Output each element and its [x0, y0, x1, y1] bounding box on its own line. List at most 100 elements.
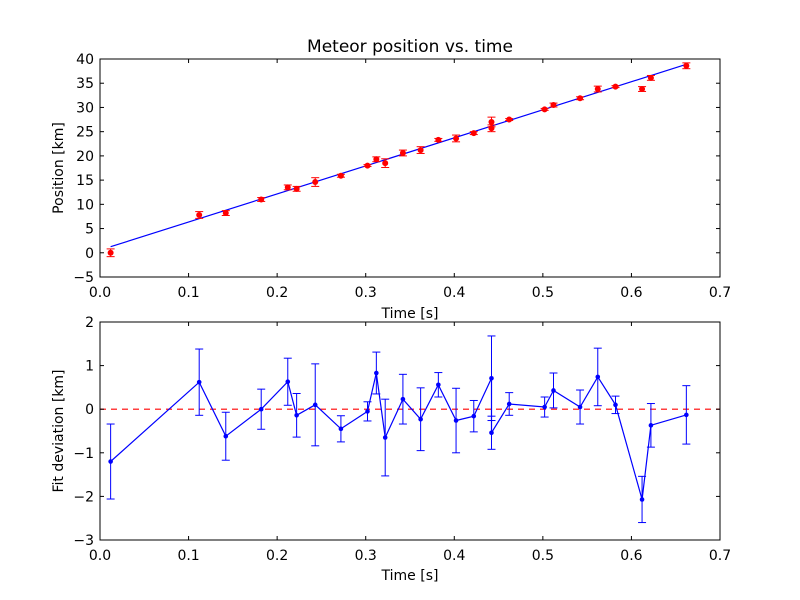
- position-data-point: [470, 130, 477, 137]
- position-x-tick-label: 0.6: [620, 285, 642, 301]
- deviation-data-point: [294, 413, 299, 418]
- position-data-point: [337, 172, 344, 179]
- fit-line: [110, 63, 687, 248]
- deviation-data-point: [542, 404, 547, 410]
- deviation-plot-frame: [99, 321, 721, 541]
- position-x-tick-label: 0.2: [266, 285, 288, 301]
- position-x-tick-label: 0.3: [355, 285, 377, 301]
- deviation-y-tick-label: −3: [73, 533, 94, 549]
- deviation-y-tick-label: −2: [73, 489, 94, 505]
- deviation-x-tick-label: 0.2: [266, 548, 288, 564]
- position-data-point: [550, 102, 557, 109]
- position-y-tick-label: 35: [76, 76, 94, 92]
- position-x-tick-label: 0.5: [532, 285, 554, 301]
- deviation-x-tick-label: 0.3: [355, 548, 377, 564]
- position-chart-title: Meteor position vs. time: [307, 37, 513, 57]
- deviation-chart: 0.0 0.1 0.2 0.3 0.4 0.5 0.6 0.7 −3 −2 −1 0 1 2 Time …: [51, 315, 731, 584]
- deviation-data-point: [196, 379, 202, 385]
- position-x-ticks: 0.0 0.1 0.2 0.3 0.4 0.5 0.6 0.7: [89, 59, 731, 301]
- deviation-data-point: [223, 433, 229, 439]
- deviation-y-tick-label: 2: [85, 315, 94, 331]
- position-x-tick-label: 0.4: [443, 285, 465, 301]
- deviation-data-point: [489, 375, 494, 381]
- position-data-point: [293, 185, 300, 192]
- deviation-data-point: [374, 370, 379, 376]
- deviation-data-point: [312, 402, 318, 408]
- position-data-point: [196, 211, 203, 218]
- position-y-tick-label: 5: [85, 222, 94, 238]
- position-data-point: [577, 95, 584, 102]
- deviation-data-point: [365, 409, 370, 414]
- position-y-tick-label: 20: [76, 149, 94, 165]
- deviation-data-point: [258, 406, 264, 412]
- deviation-data-point: [453, 418, 459, 423]
- position-y-tick-label: −5: [73, 270, 94, 286]
- position-data-point: [435, 136, 442, 143]
- position-data-point: [364, 162, 371, 169]
- position-data-point: [488, 118, 495, 125]
- position-data-point: [683, 62, 690, 69]
- deviation-x-tick-label: 0.5: [532, 548, 554, 564]
- deviation-data-point: [684, 412, 689, 418]
- deviation-y-tick-label: −1: [73, 446, 94, 462]
- position-data-point: [399, 149, 406, 156]
- position-data-point: [639, 86, 646, 93]
- deviation-y-tick-label: 0: [85, 402, 94, 418]
- deviation-data-point: [418, 416, 423, 422]
- position-x-tick-label: 0.7: [709, 285, 731, 301]
- deviation-data-point: [506, 401, 512, 407]
- position-data-point: [284, 184, 291, 191]
- position-data-point: [382, 160, 389, 167]
- deviation-data-point: [436, 382, 441, 388]
- position-plot-frame: [99, 58, 721, 278]
- position-x-axis-label: Time [s]: [381, 306, 439, 322]
- deviation-data-point: [595, 374, 601, 380]
- position-y-tick-label: 25: [76, 125, 94, 141]
- deviation-data-point: [489, 430, 494, 436]
- deviation-data-point: [338, 426, 344, 432]
- position-data-point: [222, 210, 229, 217]
- deviation-plot-area: [100, 335, 720, 524]
- deviation-data-point: [551, 388, 556, 393]
- position-data-point: [541, 106, 548, 113]
- position-data-point: [594, 86, 601, 93]
- position-y-tick-label: 0: [85, 246, 94, 262]
- position-data-point: [373, 156, 380, 163]
- deviation-x-tick-label: 0.0: [89, 548, 111, 564]
- position-y-tick-label: 40: [76, 52, 94, 68]
- position-chart: Meteor position vs. time 0.0 0.1 0.2 0.3 0.4…: [51, 37, 731, 322]
- position-y-tick-label: 10: [76, 197, 94, 213]
- position-data-point: [506, 116, 513, 123]
- position-plot-area: [106, 62, 691, 258]
- deviation-x-axis-label: Time [s]: [381, 568, 439, 584]
- deviation-x-ticks: 0.0 0.1 0.2 0.3 0.4 0.5 0.6 0.7: [89, 322, 731, 564]
- deviation-data-point: [285, 379, 291, 385]
- deviation-x-tick-label: 0.6: [620, 548, 642, 564]
- deviation-x-tick-label: 0.7: [709, 548, 731, 564]
- deviation-data-point: [577, 404, 583, 410]
- deviation-y-axis-label: Fit deviation [km]: [51, 369, 67, 492]
- position-data-point: [453, 135, 460, 142]
- position-data-point: [107, 249, 114, 256]
- deviation-data-point: [639, 497, 645, 502]
- position-x-tick-label: 0.0: [89, 285, 111, 301]
- deviation-data-point: [382, 435, 388, 440]
- deviation-y-tick-label: 1: [85, 359, 94, 375]
- deviation-x-tick-label: 0.1: [177, 548, 199, 564]
- position-data-point: [488, 125, 495, 132]
- deviation-data-point: [471, 413, 477, 419]
- position-data-point: [417, 147, 424, 154]
- position-x-tick-label: 0.1: [177, 285, 199, 301]
- position-data-point: [312, 179, 319, 186]
- deviation-data-point: [108, 459, 113, 464]
- deviation-data-point: [648, 423, 654, 428]
- position-y-tick-label: 30: [76, 100, 94, 116]
- position-data-point: [612, 83, 619, 90]
- position-y-axis-label: Position [km]: [51, 122, 67, 214]
- position-data-point: [258, 196, 265, 203]
- position-y-ticks: −5 0 5 10 15 20 25 30 35 40: [73, 52, 720, 286]
- position-data-point: [647, 74, 654, 81]
- deviation-y-ticks: −3 −2 −1 0 1 2: [73, 315, 720, 549]
